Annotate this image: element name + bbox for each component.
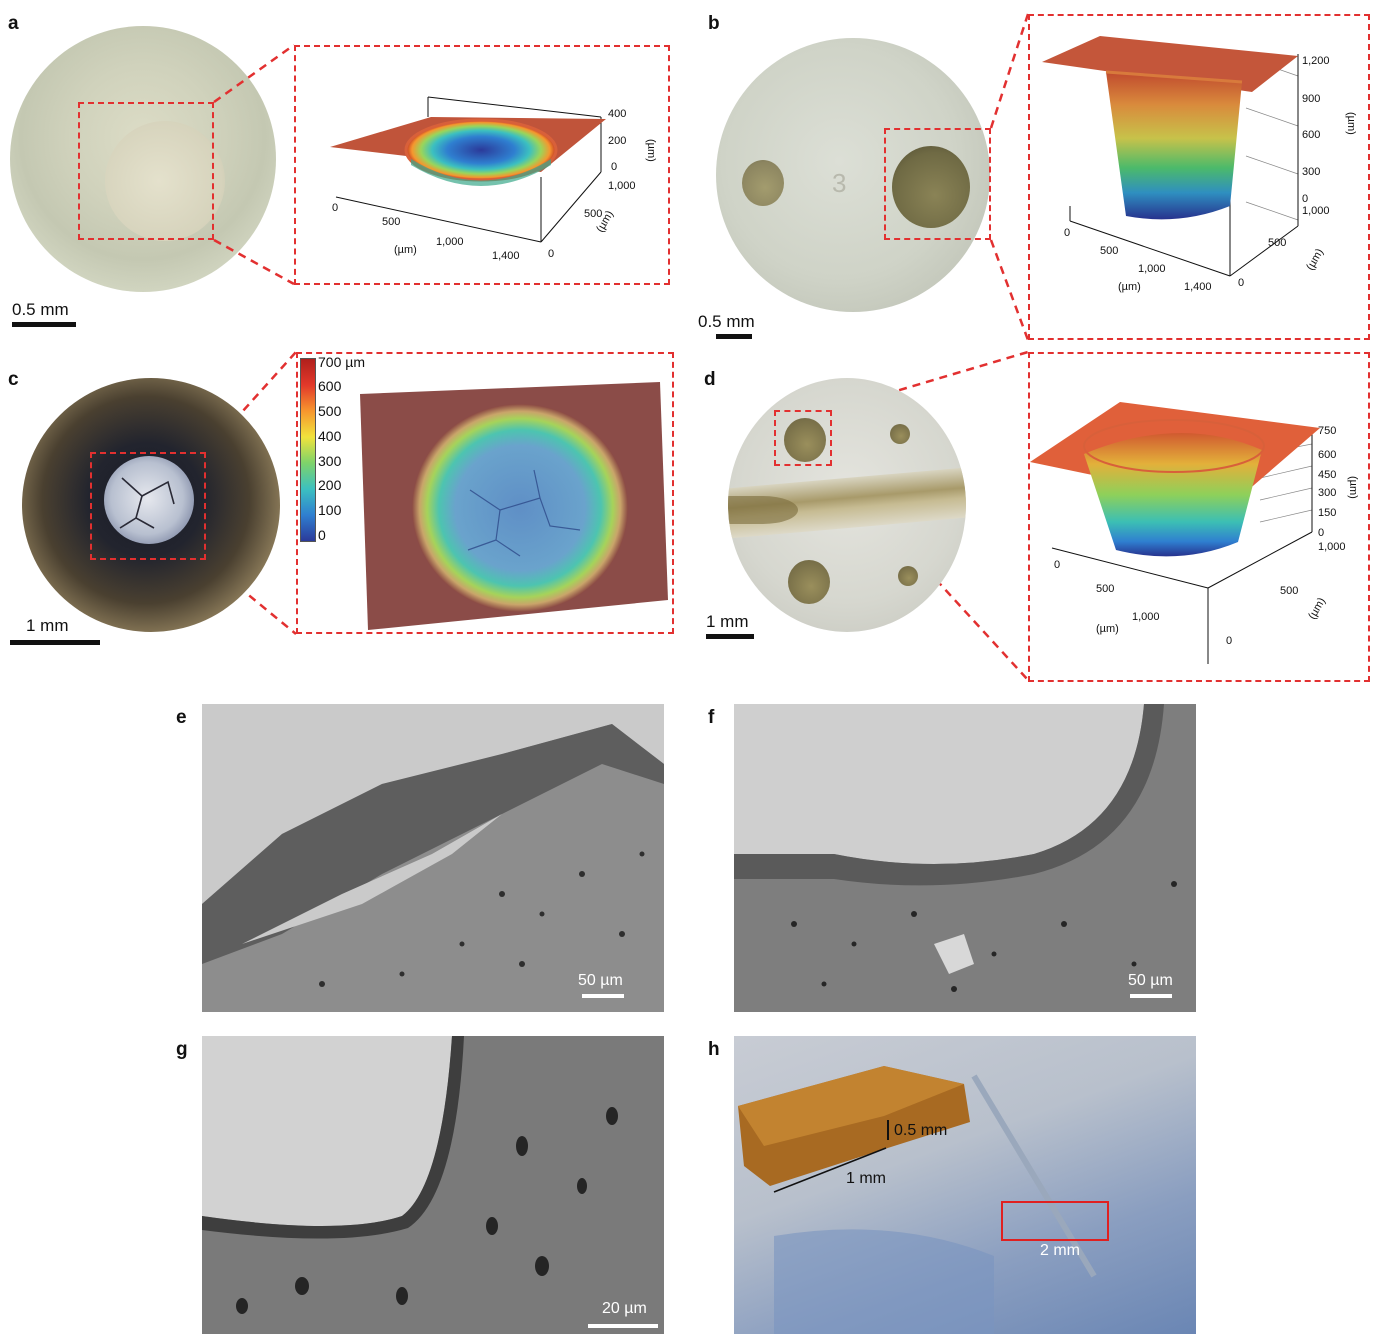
sample-photo-d bbox=[728, 378, 966, 632]
scale-label-a: 0.5 mm bbox=[12, 300, 69, 319]
z-tick-d-4: 150 bbox=[1318, 507, 1336, 519]
sample-photo-c bbox=[22, 378, 280, 632]
x-tick-d-2: 1,000 bbox=[1132, 611, 1160, 623]
region-label-h: 2 mm bbox=[1040, 1242, 1080, 1259]
y-unit-d: (µm) bbox=[1306, 596, 1328, 622]
y-tick-b-0: 1,000 bbox=[1302, 205, 1330, 217]
panel-label-b: b bbox=[708, 13, 720, 34]
histology-photo-g: 20 µm bbox=[202, 1036, 664, 1334]
y-unit-b: (µm) bbox=[1304, 247, 1326, 273]
x-tick-a-2: 1,000 bbox=[436, 236, 464, 248]
y-tick-d-1: 500 bbox=[1280, 585, 1298, 597]
y-tick-a-1: 500 bbox=[584, 208, 602, 220]
scale-bar-c bbox=[10, 640, 100, 645]
x-tick-a-1: 500 bbox=[382, 216, 400, 228]
scale-bar-b bbox=[716, 334, 752, 339]
scale-bar-g bbox=[588, 1324, 658, 1328]
x-unit-b: (µm) bbox=[1118, 281, 1141, 293]
panel-label-h: h bbox=[708, 1039, 720, 1060]
surface-plot-frame-d bbox=[1028, 352, 1370, 682]
zoom-box-b bbox=[884, 128, 991, 240]
zoom-box-a bbox=[78, 102, 214, 240]
z-tick-b-1: 900 bbox=[1302, 93, 1320, 105]
scale-bar-f bbox=[1130, 994, 1172, 998]
y-tick-b-1: 500 bbox=[1268, 237, 1286, 249]
colorbar-tick-1: 600 bbox=[318, 378, 342, 394]
z-tick-b-0: 1,200 bbox=[1302, 55, 1330, 67]
y-tick-b-2: 0 bbox=[1238, 277, 1244, 289]
colorbar-c bbox=[300, 358, 316, 542]
x-unit-a: (µm) bbox=[394, 244, 417, 256]
sample-photo-a bbox=[10, 26, 276, 292]
panel-label-f: f bbox=[708, 707, 715, 728]
engraved-number: 3 bbox=[832, 168, 847, 198]
z-unit-b: (µm) bbox=[1345, 112, 1357, 135]
z-tick-b-3: 300 bbox=[1302, 166, 1320, 178]
x-tick-b-3: 1,400 bbox=[1184, 281, 1212, 293]
scale-label-f: 50 µm bbox=[1128, 972, 1173, 989]
scale-label-e: 50 µm bbox=[578, 972, 623, 989]
surface-plot-frame-c bbox=[296, 352, 674, 634]
surface-map-c bbox=[360, 382, 668, 630]
z-tick-d-0: 750 bbox=[1318, 425, 1336, 437]
zoom-box-d bbox=[774, 410, 832, 466]
panel-label-c: c bbox=[8, 369, 19, 390]
panel-label-d: d bbox=[704, 369, 716, 390]
surface-plot-b: 1,200 900 600 300 0 (µm) 0 500 1,000 1,4… bbox=[1042, 36, 1357, 293]
x-tick-d-0: 0 bbox=[1054, 559, 1060, 571]
z-tick-d-2: 450 bbox=[1318, 469, 1336, 481]
panel-label-e: e bbox=[176, 707, 187, 728]
tissue-photo-h: 0.5 mm 1 mm 2 mm bbox=[734, 1036, 1196, 1334]
z-tick-b-2: 600 bbox=[1302, 129, 1320, 141]
colorbar-tick-2: 500 bbox=[318, 403, 342, 419]
length-label-h: 1 mm bbox=[846, 1170, 886, 1187]
surface-plot-a: 400 200 0 (µm) 0 500 1,000 1,400 (µm) 1,… bbox=[330, 96, 657, 262]
colorbar-tick-5: 200 bbox=[318, 477, 342, 493]
scale-bar-a bbox=[12, 322, 76, 327]
z-tick-b-4: 0 bbox=[1302, 193, 1308, 205]
scale-label-g: 20 µm bbox=[602, 1300, 647, 1317]
y-tick-d-2: 0 bbox=[1226, 635, 1232, 647]
colorbar-tick-6: 100 bbox=[318, 502, 342, 518]
panel-label-g: g bbox=[176, 1039, 188, 1060]
height-label-h: 0.5 mm bbox=[894, 1122, 948, 1139]
zoom-box-c bbox=[90, 452, 206, 560]
colorbar-tick-3: 400 bbox=[318, 428, 342, 444]
scale-label-c: 1 mm bbox=[26, 616, 69, 635]
x-tick-b-2: 1,000 bbox=[1138, 263, 1166, 275]
z-unit-d: (µm) bbox=[1347, 476, 1359, 499]
z-tick-a-2: 0 bbox=[611, 161, 617, 173]
scale-label-b: 0.5 mm bbox=[698, 312, 755, 331]
x-unit-d: (µm) bbox=[1096, 623, 1119, 635]
histology-photo-e: 50 µm bbox=[202, 704, 664, 1012]
y-tick-a-2: 0 bbox=[548, 248, 554, 260]
surface-plot-frame-b bbox=[1028, 14, 1370, 340]
scale-bar-d bbox=[706, 634, 754, 639]
x-tick-a-3: 1,400 bbox=[492, 250, 520, 262]
z-tick-d-1: 600 bbox=[1318, 449, 1336, 461]
surface-plot-frame-a bbox=[294, 45, 670, 285]
scale-label-d: 1 mm bbox=[706, 612, 749, 631]
colorbar-tick-4: 300 bbox=[318, 453, 342, 469]
x-tick-a-0: 0 bbox=[332, 202, 338, 214]
x-tick-d-1: 500 bbox=[1096, 583, 1114, 595]
z-unit-a: (µm) bbox=[645, 139, 657, 162]
x-tick-b-1: 500 bbox=[1100, 245, 1118, 257]
z-tick-a-0: 400 bbox=[608, 108, 626, 120]
y-tick-d-0: 1,000 bbox=[1318, 541, 1346, 553]
histology-photo-f: 50 µm bbox=[734, 704, 1196, 1012]
scale-bar-e bbox=[582, 994, 624, 998]
colorbar-tick-0: 700 µm bbox=[318, 354, 365, 370]
z-tick-d-5: 0 bbox=[1318, 527, 1324, 539]
z-tick-a-1: 200 bbox=[608, 135, 626, 147]
sample-photo-b: 3 bbox=[716, 38, 990, 312]
x-tick-b-0: 0 bbox=[1064, 227, 1070, 239]
surface-plot-d: 750 600 450 300 150 0 (µm) 0 500 1,000 (… bbox=[1030, 402, 1359, 664]
y-tick-a-0: 1,000 bbox=[608, 180, 636, 192]
colorbar-tick-7: 0 bbox=[318, 527, 326, 543]
z-tick-d-3: 300 bbox=[1318, 487, 1336, 499]
panel-label-a: a bbox=[8, 13, 19, 34]
